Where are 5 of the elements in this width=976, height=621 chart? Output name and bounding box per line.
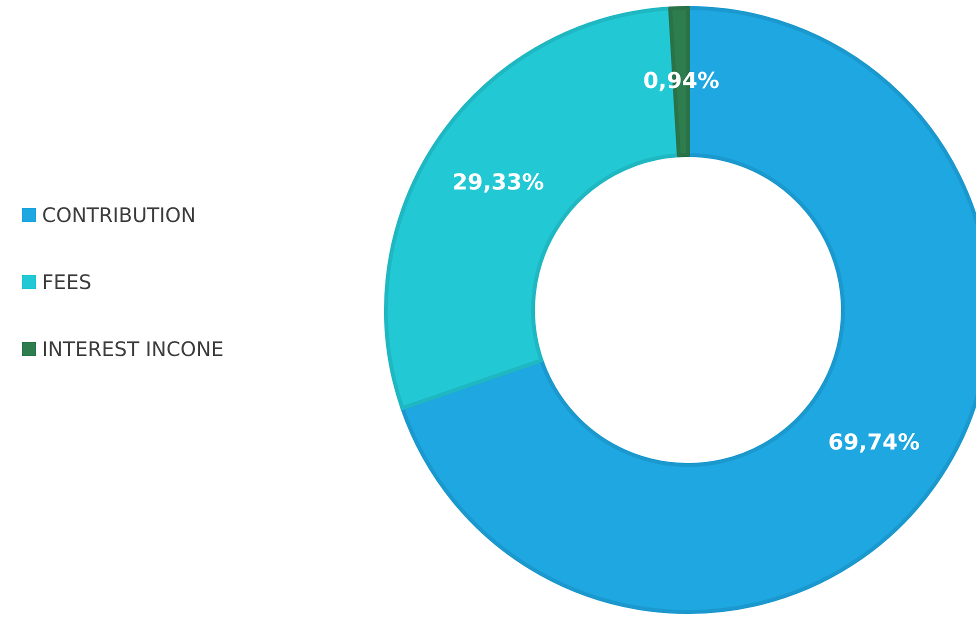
data-label: 69,74%	[828, 430, 920, 456]
legend-label: FEES	[42, 270, 92, 294]
legend-label: INTEREST INCONE	[42, 337, 224, 361]
data-label: 29,33%	[452, 170, 544, 196]
legend-label: CONTRIBUTION	[42, 203, 196, 227]
